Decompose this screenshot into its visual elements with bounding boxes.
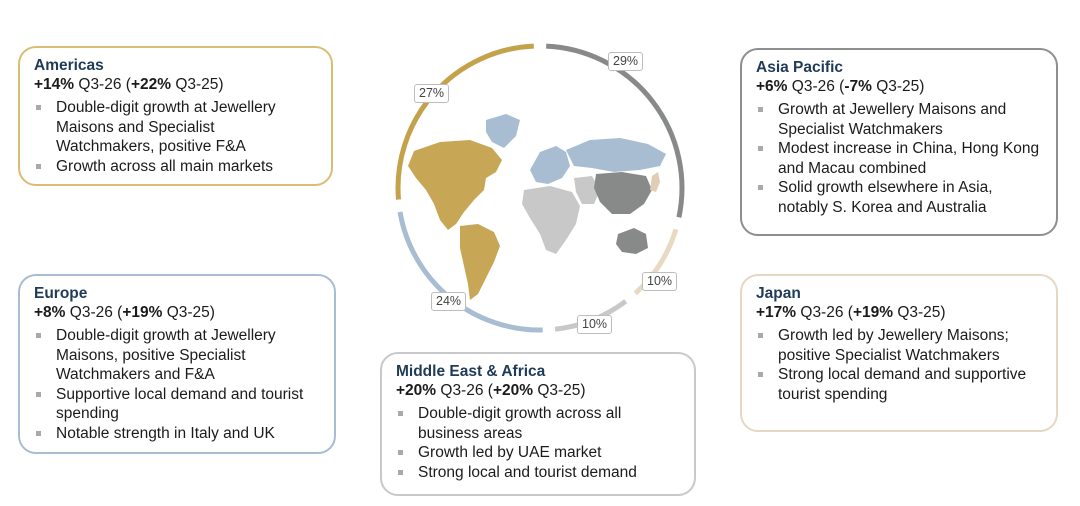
world-map-icon [408, 114, 666, 300]
bullet-item: Growth led by Jewellery Maisons; positiv… [756, 326, 1042, 365]
region-card-europe: Europe +8% Q3-26 (+19% Q3-25) Double-dig… [18, 274, 336, 454]
bullet-item: Strong local demand and supportive touri… [756, 365, 1042, 404]
region-card-middle-east-africa: Middle East & Africa +20% Q3-26 (+20% Q3… [380, 352, 696, 496]
map-europe [530, 146, 570, 184]
bullet-item: Notable strength in Italy and UK [34, 424, 320, 444]
region-growth-metric: +8% Q3-26 (+19% Q3-25) [34, 304, 215, 321]
region-title: Japan [756, 285, 801, 302]
region-bullets: Growth at Jewellery Maisons and Speciali… [756, 100, 1042, 217]
map-asia [594, 172, 652, 214]
region-title: Asia Pacific [756, 59, 844, 76]
map-north-america [408, 140, 502, 230]
bullet-item: Double-digit growth across all business … [396, 404, 680, 443]
region-bullets: Double-digit growth across all business … [396, 404, 680, 482]
ring-segment-asia-pacific [546, 43, 685, 218]
region-growth-metric: +17% Q3-26 (+19% Q3-25) [756, 304, 946, 321]
bullet-item: Supportive local demand and tourist spen… [34, 385, 320, 424]
map-japan [650, 172, 660, 192]
ring-segment-japan [633, 228, 679, 296]
bullet-item: Strong local and tourist demand [396, 463, 680, 483]
region-title: Middle East & Africa [396, 363, 546, 380]
region-bullets: Growth led by Jewellery Maisons; positiv… [756, 326, 1042, 404]
region-bullets: Double-digit growth at Jewellery Maisons… [34, 326, 320, 443]
region-bullets: Double-digit growth at Jewellery Maisons… [34, 98, 317, 176]
map-north-asia [566, 138, 666, 172]
share-label-japan: 10% [642, 272, 678, 291]
region-growth-metric: +14% Q3-26 (+22% Q3-25) [34, 76, 224, 93]
map-south-america [460, 224, 500, 300]
bullet-item: Double-digit growth at Jewellery Maisons… [34, 98, 317, 157]
region-title: Europe [34, 285, 88, 302]
region-card-japan: Japan +17% Q3-26 (+19% Q3-25) Growth led… [740, 274, 1058, 432]
bullet-item: Growth led by UAE market [396, 443, 680, 463]
region-card-asia-pacific: Asia Pacific +6% Q3-26 (-7% Q3-25) Growt… [740, 48, 1058, 236]
share-label-europe: 24% [431, 292, 467, 311]
bullet-item: Solid growth elsewhere in Asia, notably … [756, 178, 1042, 217]
bullet-item: Double-digit growth at Jewellery Maisons… [34, 326, 320, 385]
map-greenland [486, 114, 520, 148]
bullet-item: Growth at Jewellery Maisons and Speciali… [756, 100, 1042, 139]
share-label-asia-pacific: 29% [608, 52, 644, 71]
bullet-item: Growth across all main markets [34, 157, 317, 177]
bullet-item: Modest increase in China, Hong Kong and … [756, 139, 1042, 178]
map-africa [522, 186, 580, 254]
share-label-americas: 27% [414, 84, 450, 103]
region-growth-metric: +6% Q3-26 (-7% Q3-25) [756, 78, 925, 95]
region-card-americas: Americas +14% Q3-26 (+22% Q3-25) Double-… [18, 46, 333, 186]
region-growth-metric: +20% Q3-26 (+20% Q3-25) [396, 382, 586, 399]
map-australia [616, 228, 648, 254]
share-label-middle-east-africa: 10% [577, 315, 613, 334]
map-middle-east [574, 176, 600, 204]
region-title: Americas [34, 57, 104, 74]
